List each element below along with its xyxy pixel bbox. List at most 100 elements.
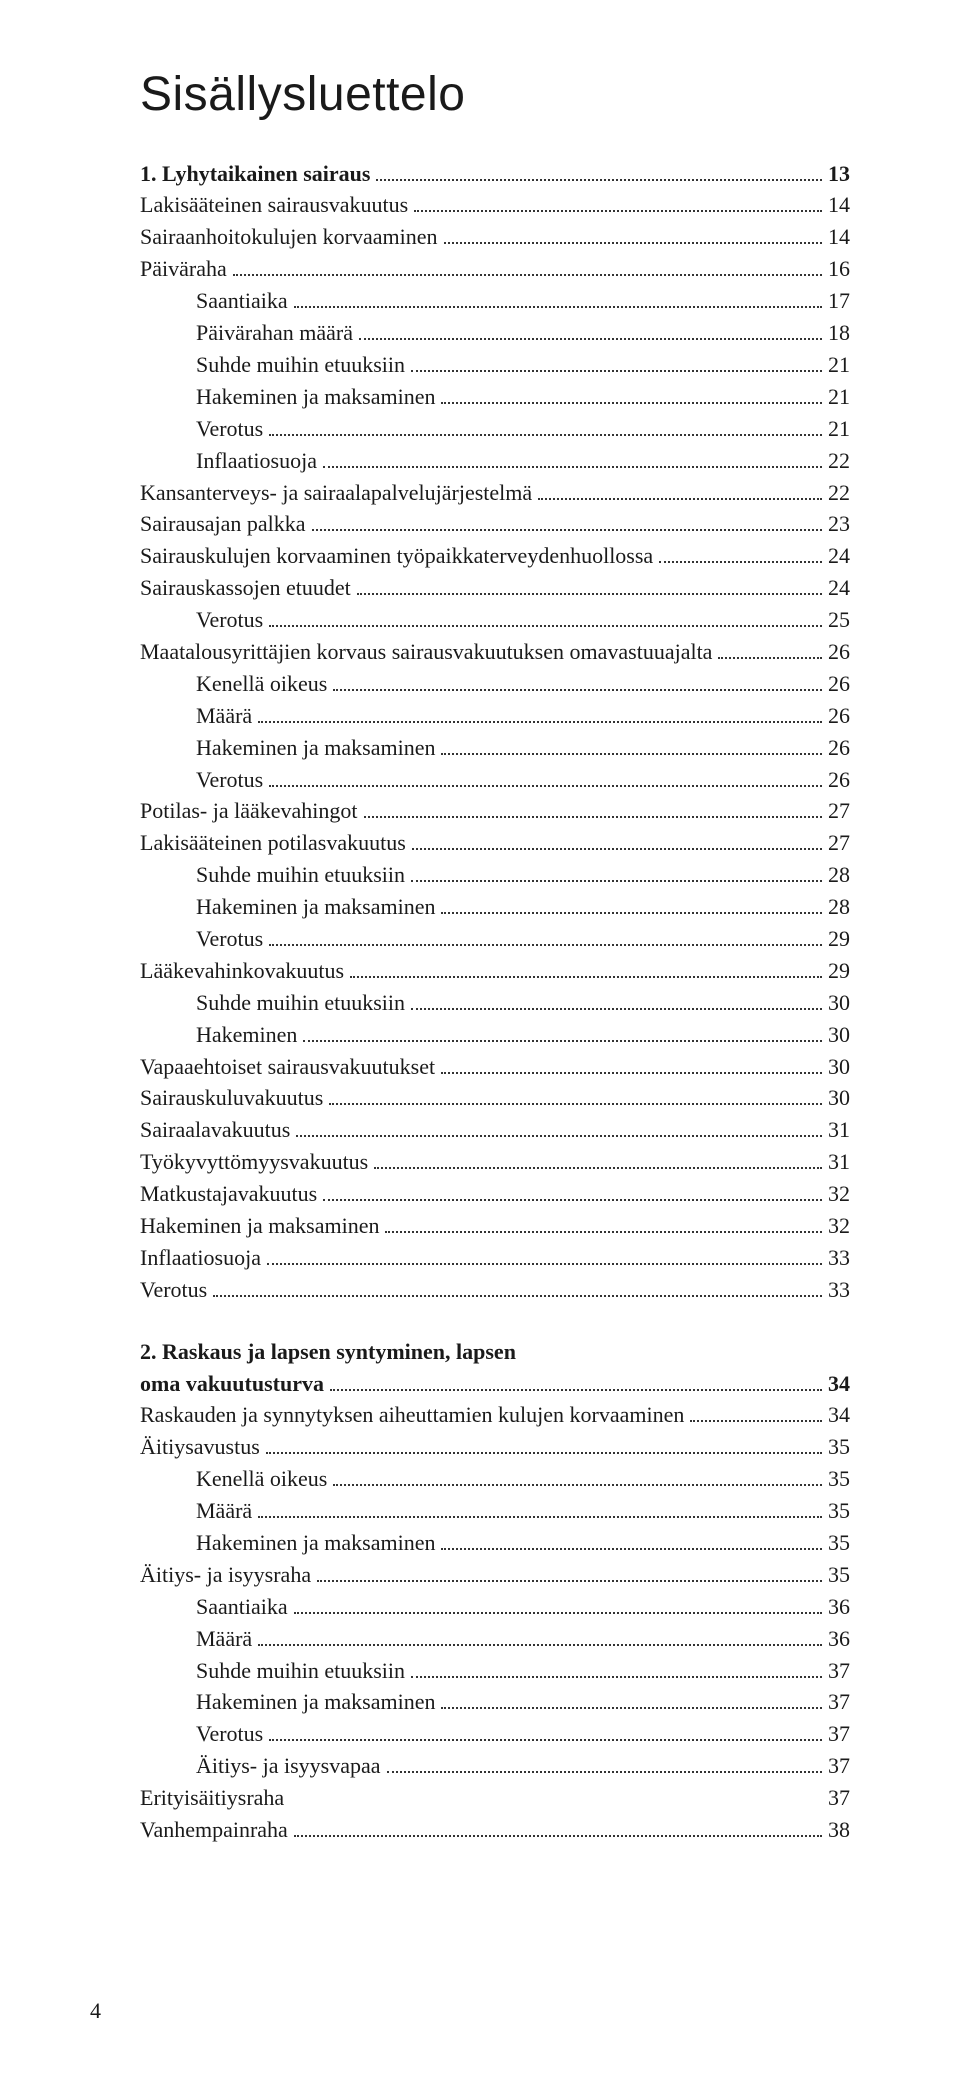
toc-label: Hakeminen ja maksaminen (196, 732, 435, 764)
toc-leader (303, 1040, 822, 1042)
toc-page: 26 (828, 636, 850, 668)
toc-page: 35 (828, 1495, 850, 1527)
toc-line: Äitiys- ja isyysvapaa37 (140, 1750, 850, 1782)
toc-leader (233, 274, 822, 276)
toc-line: Hakeminen ja maksaminen 28 (140, 891, 850, 923)
toc-label: Lakisääteinen potilasvakuutus (140, 827, 406, 859)
toc-page: 32 (828, 1210, 850, 1242)
toc-label: Inflaatiosuoja (196, 445, 317, 477)
toc-label: Lakisääteinen sairausvakuutus (140, 189, 408, 221)
toc-page: 22 (828, 477, 850, 509)
toc-line: Potilas- ja lääkevahingot27 (140, 795, 850, 827)
toc-line: Määrä26 (140, 700, 850, 732)
toc-page: 21 (828, 381, 850, 413)
toc-leader (269, 1739, 822, 1741)
toc-line: 1. Lyhytaikainen sairaus13 (140, 158, 850, 190)
toc-line: Suhde muihin etuuksiin30 (140, 987, 850, 1019)
toc-page: 27 (828, 827, 850, 859)
toc-leader (333, 1484, 822, 1486)
toc-page: 28 (828, 859, 850, 891)
toc-label: Hakeminen ja maksaminen (196, 891, 435, 923)
toc-page: 21 (828, 349, 850, 381)
toc-line: Erityisäitiysraha 37 (140, 1782, 850, 1814)
toc-leader (323, 466, 822, 468)
toc-label: Hakeminen ja maksaminen (196, 1527, 435, 1559)
toc-leader (412, 848, 822, 850)
toc-leader (213, 1295, 822, 1297)
toc-label: Hakeminen ja maksaminen (196, 381, 435, 413)
toc-leader (317, 1580, 822, 1582)
toc-page: 37 (828, 1750, 850, 1782)
toc-label: Matkustajavakuutus (140, 1178, 317, 1210)
toc-leader (269, 785, 822, 787)
toc-leader (718, 657, 822, 659)
toc-page: 37 (828, 1782, 850, 1814)
toc-leader (294, 1835, 822, 1837)
toc-line: Kenellä oikeus26 (140, 668, 850, 700)
toc-line: Maatalousyrittäjien korvaus sairausvakuu… (140, 636, 850, 668)
toc-label: Vapaaehtoiset sairausvakuutukset (140, 1051, 435, 1083)
toc-label: Määrä (196, 1495, 252, 1527)
toc-line: Lääkevahinkovakuutus29 (140, 955, 850, 987)
toc-label: Äitiys- ja isyysraha (140, 1559, 311, 1591)
toc-leader (357, 593, 822, 595)
toc-leader (364, 816, 823, 818)
toc-label: Raskauden ja synnytyksen aiheuttamien ku… (140, 1399, 684, 1431)
toc-leader (659, 561, 822, 563)
toc-leader (266, 1452, 822, 1454)
toc-leader (269, 944, 822, 946)
toc-leader (258, 1644, 822, 1646)
toc-line: Raskauden ja synnytyksen aiheuttamien ku… (140, 1399, 850, 1431)
toc-line: Sairauskulujen korvaaminen työpaikkaterv… (140, 540, 850, 572)
toc-line: Sairausajan palkka23 (140, 508, 850, 540)
toc-line: Verotus33 (140, 1274, 850, 1306)
toc-label: Suhde muihin etuuksiin (196, 987, 405, 1019)
toc-line: Suhde muihin etuuksiin21 (140, 349, 850, 381)
toc-label: Saantiaika (196, 1591, 288, 1623)
toc-label: Suhde muihin etuuksiin (196, 859, 405, 891)
toc-leader (411, 1676, 822, 1678)
toc-label: Inflaatiosuoja (140, 1242, 261, 1274)
toc-line: Hakeminen ja maksaminen37 (140, 1686, 850, 1718)
toc-line: Päiväraha16 (140, 253, 850, 285)
toc-label: Potilas- ja lääkevahingot (140, 795, 358, 827)
toc-page: 28 (828, 891, 850, 923)
toc-page: 37 (828, 1718, 850, 1750)
toc-leader (269, 434, 822, 436)
toc-label: Erityisäitiysraha (140, 1782, 284, 1814)
toc-page: 17 (828, 285, 850, 317)
toc-leader (690, 1420, 822, 1422)
toc-section-1: 1. Lyhytaikainen sairaus13Lakisääteinen … (140, 158, 850, 1306)
toc-line: Sairauskassojen etuudet24 (140, 572, 850, 604)
toc-line: Työkyvyttömyysvakuutus31 (140, 1146, 850, 1178)
toc-line: Hakeminen ja maksaminen35 (140, 1527, 850, 1559)
toc-line: Verotus21 (140, 413, 850, 445)
toc-label: Vanhempainraha (140, 1814, 288, 1846)
toc-line: Saantiaika36 (140, 1591, 850, 1623)
toc-label: Päiväraha (140, 253, 227, 285)
toc-label: Hakeminen (196, 1019, 297, 1051)
document-page: Sisällysluettelo 1. Lyhytaikainen sairau… (0, 0, 960, 2075)
toc-page: 29 (828, 955, 850, 987)
toc-line: Vanhempainraha38 (140, 1814, 850, 1846)
toc-leader (333, 689, 822, 691)
toc-label: Verotus (196, 604, 263, 636)
toc-page: 14 (828, 221, 850, 253)
toc-page: 26 (828, 764, 850, 796)
toc-page: 36 (828, 1623, 850, 1655)
toc-page: 30 (828, 1051, 850, 1083)
toc-page: 18 (828, 317, 850, 349)
chapter-2-heading: 2. Raskaus ja lapsen syntyminen, lapsen … (140, 1336, 850, 1400)
toc-leader (294, 306, 822, 308)
toc-page: 35 (828, 1559, 850, 1591)
toc-section-2: Raskauden ja synnytyksen aiheuttamien ku… (140, 1399, 850, 1845)
toc-label: Hakeminen ja maksaminen (196, 1686, 435, 1718)
toc-label: 1. Lyhytaikainen sairaus (140, 158, 370, 190)
toc-label: Sairauskassojen etuudet (140, 572, 351, 604)
toc-page: 33 (828, 1274, 850, 1306)
toc-page: 26 (828, 732, 850, 764)
toc-line: Määrä 35 (140, 1495, 850, 1527)
toc-label: Sairauskulujen korvaaminen työpaikkaterv… (140, 540, 653, 572)
toc-page: 31 (828, 1146, 850, 1178)
toc-page: 30 (828, 1019, 850, 1051)
